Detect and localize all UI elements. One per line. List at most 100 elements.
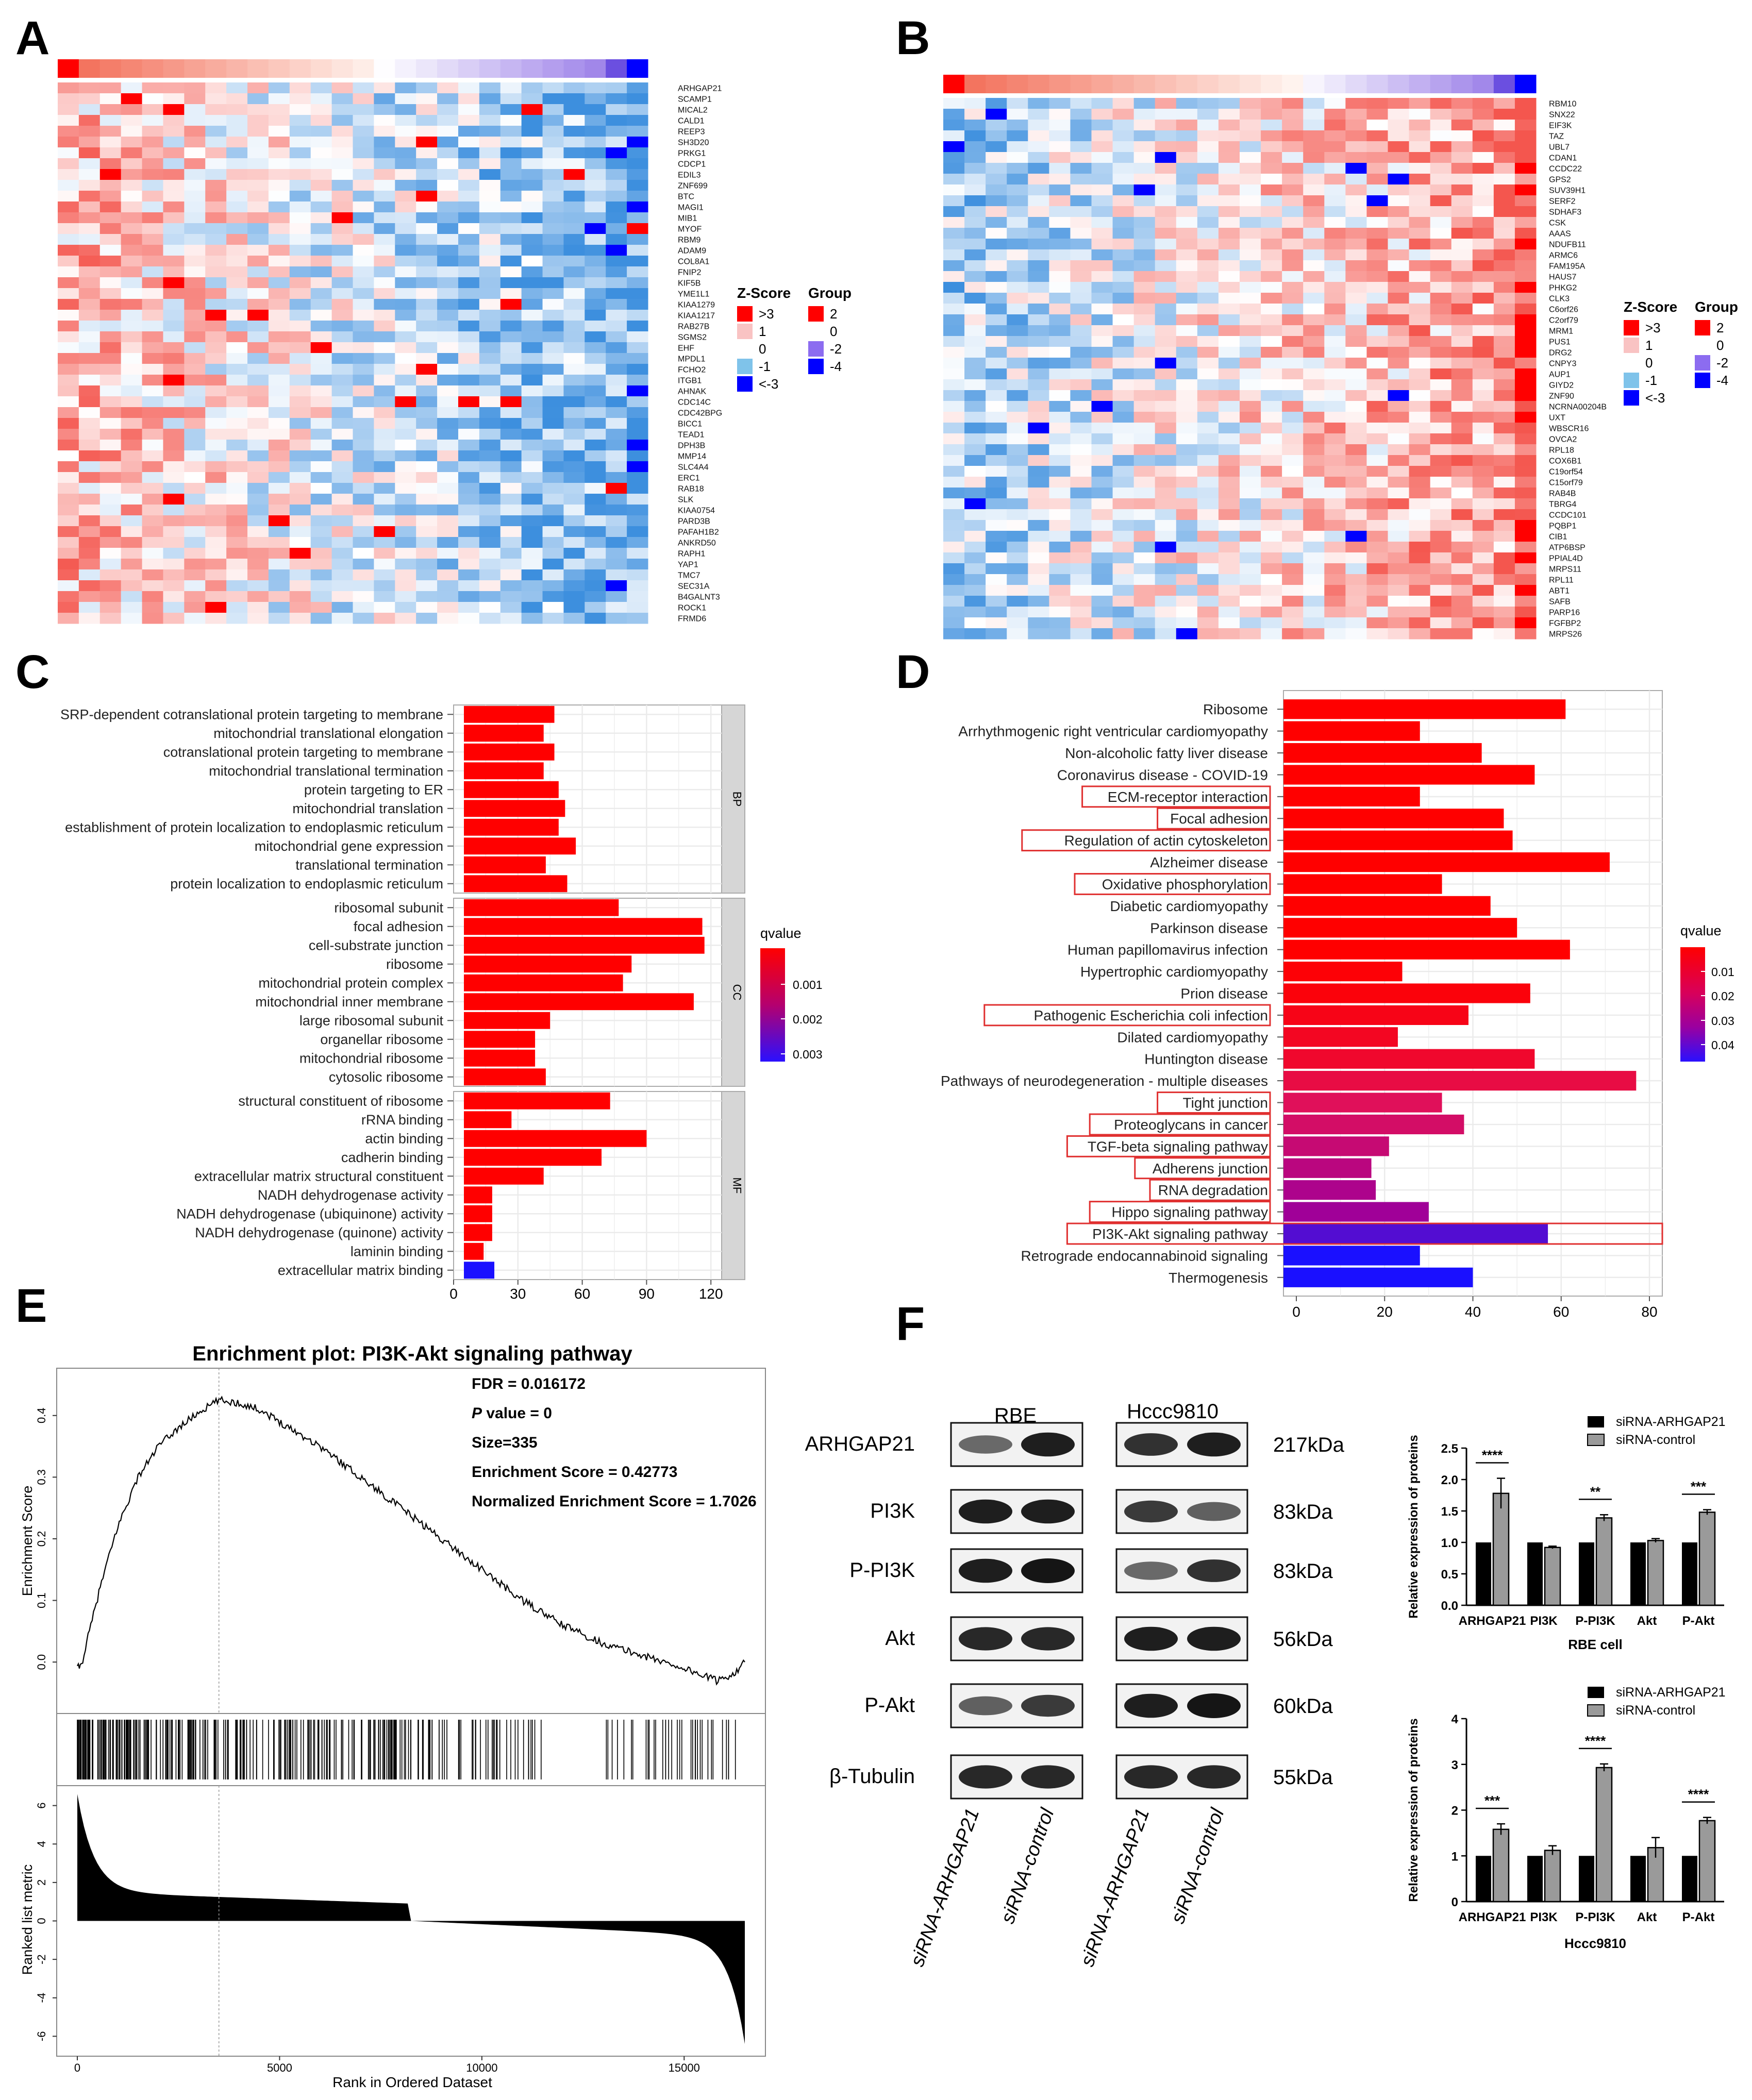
heatmap-cell bbox=[289, 396, 311, 408]
heatmap-cell bbox=[58, 256, 79, 267]
heatmap-cell bbox=[416, 407, 438, 418]
heatmap-cell bbox=[1007, 585, 1028, 596]
heatmap-cell bbox=[1133, 477, 1156, 488]
heatmap-cell bbox=[268, 223, 290, 234]
heatmap-cell bbox=[1430, 509, 1452, 520]
y-tick-label: 2 bbox=[1451, 1804, 1458, 1818]
heatmap-cell bbox=[1197, 195, 1219, 207]
heatmap-cell bbox=[1218, 466, 1240, 477]
heatmap-cell bbox=[184, 483, 206, 494]
heatmap-cell bbox=[1493, 455, 1515, 466]
heatmap-cell bbox=[1091, 379, 1113, 391]
heatmap-cell bbox=[1388, 260, 1410, 272]
heatmap-cell bbox=[416, 299, 438, 310]
heatmap-cell bbox=[542, 310, 564, 321]
heatmap-cell bbox=[268, 201, 290, 213]
gene-label: RPL11 bbox=[1549, 576, 1574, 584]
heatmap-cell bbox=[1112, 347, 1134, 358]
heatmap-cell bbox=[331, 115, 353, 126]
heatmap-cell bbox=[521, 137, 543, 148]
heatmap-cell bbox=[1388, 98, 1410, 109]
heatmap-cell bbox=[289, 126, 311, 137]
category-label: P-Akt bbox=[1682, 1910, 1715, 1924]
heatmap-cell bbox=[1240, 228, 1261, 239]
heatmap-cell bbox=[563, 461, 585, 473]
heatmap-cell bbox=[964, 401, 986, 412]
heatmap-cell bbox=[310, 169, 332, 180]
heatmap-cell bbox=[226, 277, 248, 289]
heatmap-cell bbox=[1345, 401, 1367, 412]
heatmap-cell bbox=[310, 483, 332, 494]
heatmap-cell bbox=[99, 191, 122, 202]
heatmap-cell bbox=[247, 418, 269, 429]
heatmap-cell bbox=[1176, 466, 1198, 477]
heatmap-cell bbox=[247, 126, 269, 137]
heatmap-cell bbox=[542, 169, 564, 180]
heatmap-cell bbox=[943, 228, 965, 239]
heatmap-cell bbox=[1409, 217, 1431, 228]
heatmap-cell bbox=[374, 93, 395, 105]
heatmap-cell bbox=[184, 93, 206, 105]
heatmap-cell bbox=[1514, 542, 1537, 553]
heatmap-cell bbox=[331, 299, 353, 310]
heatmap-cell bbox=[1070, 249, 1092, 261]
heatmap-cell bbox=[226, 82, 248, 94]
kegg-term-label: Huntington disease bbox=[1144, 1051, 1268, 1067]
heatmap-cell bbox=[121, 483, 143, 494]
heatmap-cell bbox=[205, 104, 227, 115]
heatmap-cell bbox=[1197, 174, 1219, 185]
heatmap-cell bbox=[1176, 401, 1198, 412]
heatmap-cell bbox=[1133, 368, 1156, 380]
heatmap-cell bbox=[1091, 217, 1113, 228]
heatmap-cell bbox=[437, 461, 459, 473]
heatmap-cell bbox=[1388, 152, 1410, 163]
heatmap-cell bbox=[310, 396, 332, 408]
gene-label: CNPY3 bbox=[1549, 359, 1576, 368]
heatmap-cell bbox=[416, 223, 438, 234]
heatmap-cell bbox=[1493, 239, 1515, 250]
heatmap-cell bbox=[163, 537, 185, 548]
group-bar-cell bbox=[1155, 75, 1177, 93]
heatmap-cell bbox=[1493, 488, 1515, 499]
heatmap-cell bbox=[458, 537, 480, 548]
heatmap-cell bbox=[268, 126, 290, 137]
heatmap-cell bbox=[986, 314, 1007, 326]
heatmap-cell bbox=[1430, 163, 1452, 174]
heatmap-cell bbox=[986, 563, 1007, 575]
heatmap-cell bbox=[1451, 574, 1473, 585]
heatmap-cell bbox=[142, 613, 163, 624]
heatmap-cell bbox=[247, 602, 269, 613]
heatmap-cell bbox=[310, 364, 332, 375]
heatmap-cell bbox=[458, 515, 480, 527]
heatmap-cell bbox=[964, 130, 986, 142]
heatmap-cell bbox=[163, 472, 185, 483]
heatmap-cell bbox=[1324, 271, 1346, 282]
kegg-term-label: Prion disease bbox=[1180, 986, 1268, 1002]
heatmap-cell bbox=[416, 191, 438, 202]
heatmap-cell bbox=[585, 580, 606, 592]
heatmap-cell bbox=[1261, 412, 1282, 423]
heatmap-cell bbox=[78, 569, 101, 581]
heatmap-cell bbox=[1303, 617, 1325, 629]
heatmap-cell bbox=[1176, 509, 1198, 520]
heatmap-cell bbox=[58, 472, 79, 483]
heatmap-cell bbox=[1388, 520, 1410, 531]
heatmap-cell bbox=[1345, 120, 1367, 131]
heatmap-cell bbox=[1430, 174, 1452, 185]
heatmap-cell bbox=[964, 120, 986, 131]
heatmap-cell bbox=[1007, 152, 1028, 163]
heatmap-cell bbox=[1028, 477, 1049, 488]
heatmap-cell bbox=[500, 440, 522, 451]
heatmap-cell bbox=[289, 212, 311, 224]
heatmap-cell bbox=[353, 429, 374, 440]
heatmap-cell bbox=[163, 256, 185, 267]
heatmap-cell bbox=[1155, 260, 1177, 272]
heatmap-cell bbox=[374, 299, 395, 310]
heatmap-cell bbox=[289, 191, 311, 202]
heatmap-cell bbox=[964, 358, 986, 369]
heatmap-cell bbox=[458, 266, 480, 278]
heatmap-cell bbox=[1472, 325, 1494, 337]
heatmap-cell bbox=[268, 353, 290, 364]
heatmap-cell bbox=[1451, 304, 1473, 315]
heatmap-cell bbox=[521, 548, 543, 559]
